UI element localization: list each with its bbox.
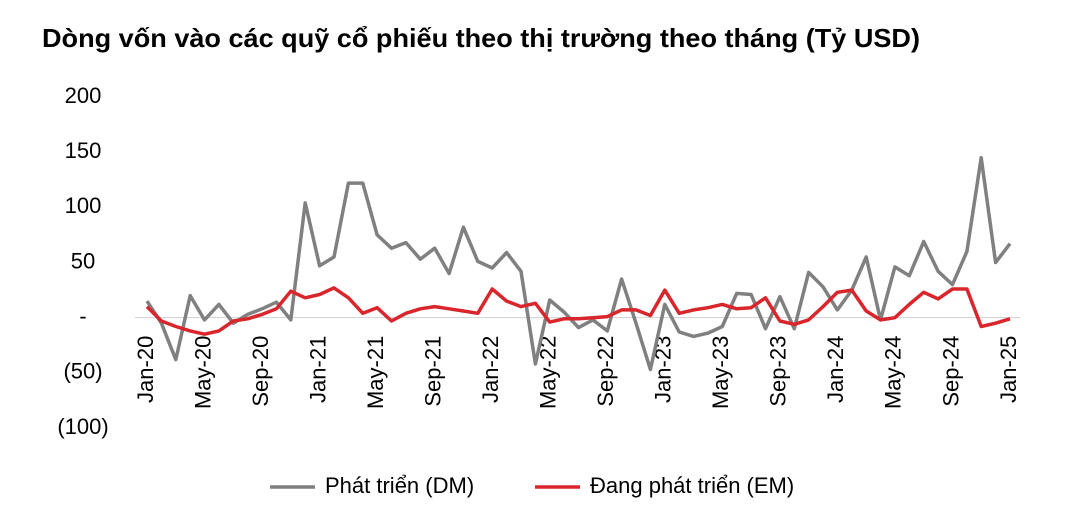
y-tick-label: 50 — [71, 248, 95, 273]
legend-label: Đang phát triển (EM) — [590, 473, 794, 498]
x-tick-label: Jan-24 — [823, 336, 848, 403]
series-line — [145, 155, 1012, 372]
y-tick-label: 200 — [65, 83, 102, 108]
x-tick-label: Jan-25 — [996, 336, 1021, 403]
x-tick-label: Sep-20 — [248, 336, 273, 407]
x-tick-label: Jan-22 — [478, 336, 503, 403]
legend-label: Phát triển (DM) — [325, 473, 474, 498]
x-tick-label: Sep-23 — [766, 336, 791, 407]
x-tick-label: Sep-22 — [593, 336, 618, 407]
x-tick-label: Jan-21 — [305, 336, 330, 403]
x-tick-label: May-24 — [881, 336, 906, 409]
y-tick-label: - — [79, 303, 86, 328]
chart-title: Dòng vốn vào các quỹ cổ phiếu theo thị t… — [42, 23, 920, 53]
y-tick-label: (100) — [57, 414, 108, 439]
x-tick-label: May-21 — [363, 336, 388, 409]
x-tick-label: Jan-20 — [133, 336, 158, 403]
y-tick-label: 150 — [65, 138, 102, 163]
x-tick-label: May-20 — [190, 336, 215, 409]
y-tick-label: (50) — [63, 359, 102, 384]
y-tick-label: 100 — [65, 193, 102, 218]
x-tick-label: Sep-24 — [938, 336, 963, 407]
x-tick-label: Sep-21 — [420, 336, 445, 407]
series-line — [145, 286, 1011, 336]
x-tick-label: May-23 — [708, 336, 733, 409]
